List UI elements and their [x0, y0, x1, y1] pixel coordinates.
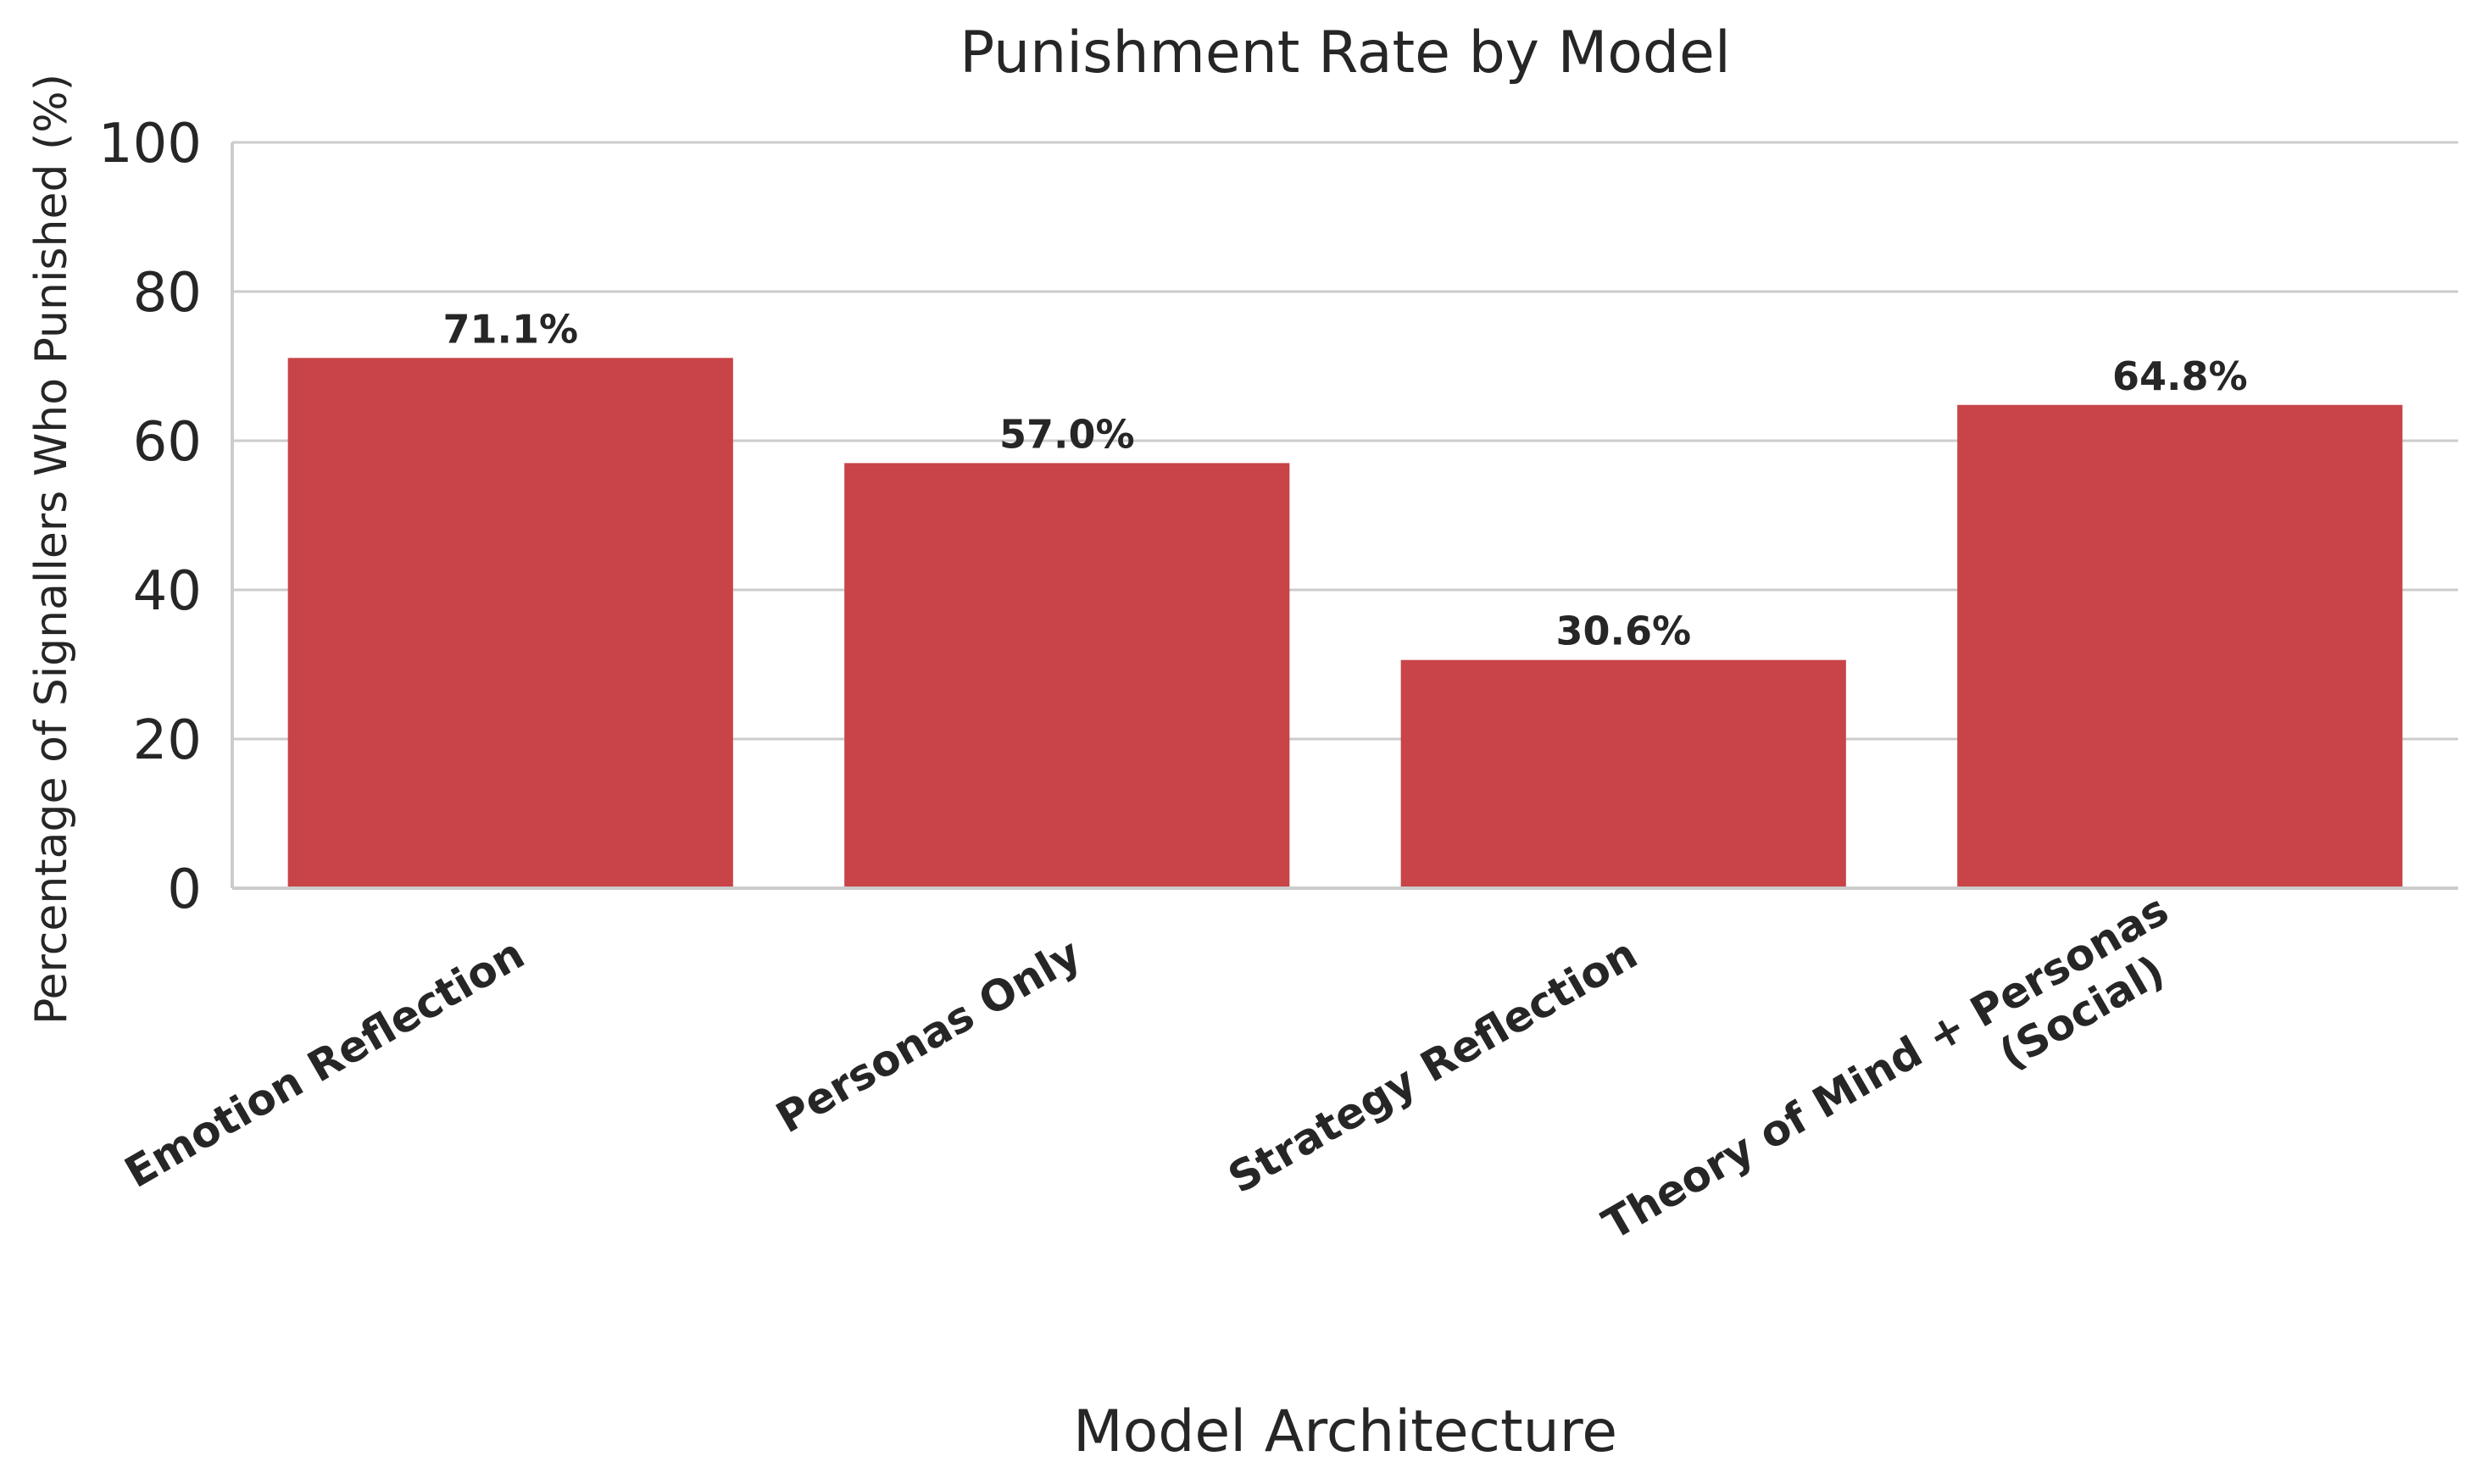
y-tick-label: 0 — [167, 859, 202, 921]
y-tick-label: 100 — [98, 113, 202, 175]
x-tick-label-line: Emotion Reflection — [117, 929, 533, 1198]
bar — [287, 358, 733, 888]
x-tick-label: Emotion Reflection — [117, 929, 533, 1198]
data-labels: 71.1% 57.0% 30.6% 64.8% — [442, 306, 2247, 653]
y-tick-labels: 0 20 40 60 80 100 — [98, 113, 202, 921]
x-tick-label-line: Strategy Reflection — [1220, 929, 1645, 1203]
bar — [844, 463, 1290, 888]
y-tick-label: 60 — [133, 411, 202, 474]
chart-title: Punishment Rate by Model — [960, 19, 1731, 86]
x-tick-labels: Emotion Reflection Personas Only Strategy … — [117, 885, 2202, 1293]
axis-spines — [231, 142, 2458, 890]
x-tick-label: Theory of Mind + Personas(Social) — [1594, 885, 2202, 1293]
data-label: 71.1% — [442, 306, 578, 352]
data-label: 57.0% — [999, 411, 1135, 457]
y-tick-label: 80 — [133, 262, 202, 325]
bar — [1400, 659, 1846, 888]
x-tick-label-line: Theory of Mind + Personas — [1594, 885, 2177, 1249]
data-label: 64.8% — [2112, 353, 2248, 399]
bars — [287, 358, 2403, 888]
x-axis-label: Model Architecture — [1073, 1398, 1617, 1465]
x-tick-label: Personas Only — [768, 929, 1089, 1142]
y-tick-label: 40 — [133, 560, 202, 623]
x-tick-label: Strategy Reflection — [1220, 929, 1645, 1203]
data-label: 30.6% — [1555, 609, 1691, 654]
bar — [1957, 404, 2403, 888]
x-tick-label-line: Personas Only — [768, 929, 1089, 1142]
y-axis-label: Percentage of Signallers Who Punished (%… — [26, 74, 77, 1025]
y-tick-label: 20 — [133, 709, 202, 772]
